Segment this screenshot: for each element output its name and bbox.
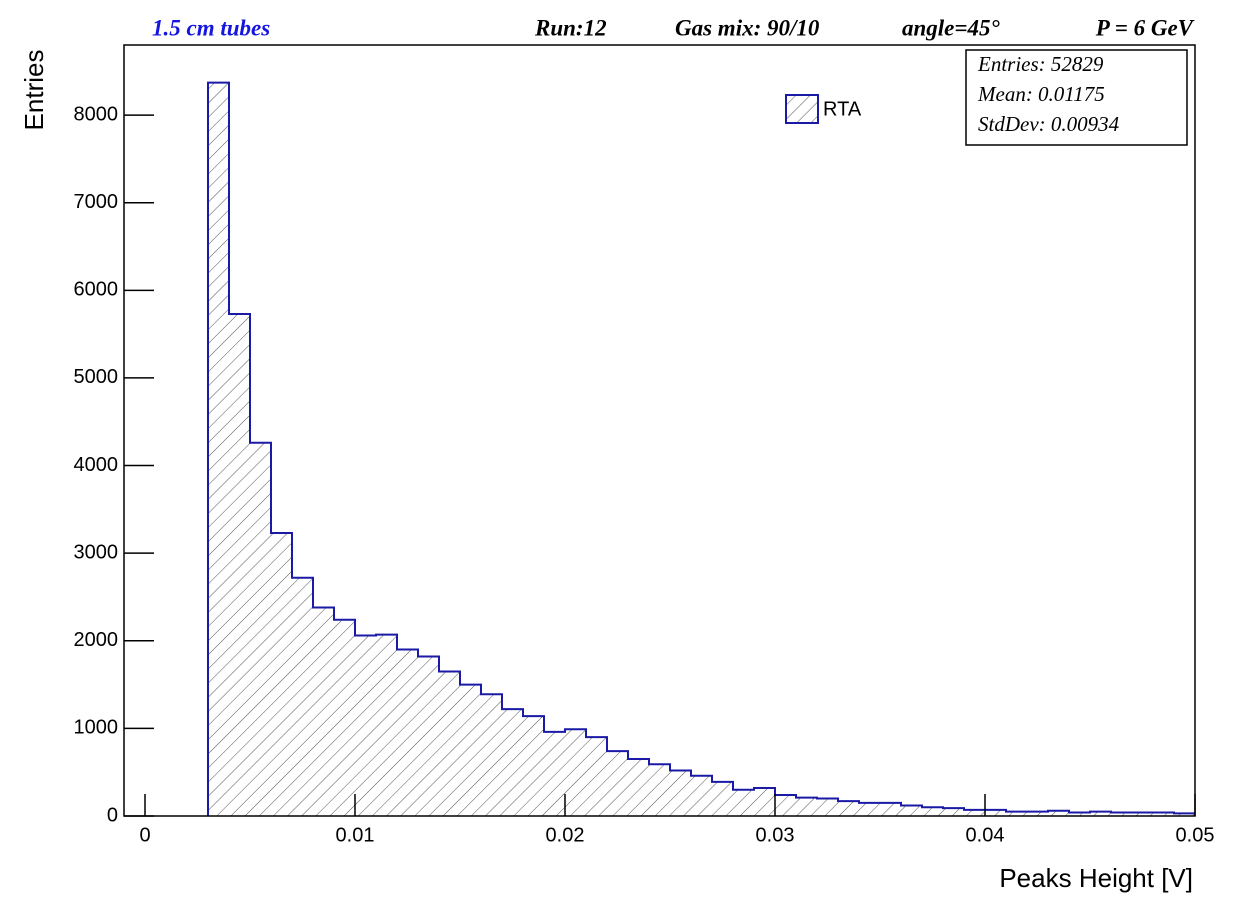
bar: [586, 737, 607, 816]
y-tick-label: 7000: [74, 191, 119, 213]
y-tick-label: 8000: [74, 103, 119, 125]
y-tick-label: 3000: [74, 541, 119, 563]
bar: [670, 770, 691, 816]
bar: [1153, 812, 1174, 816]
x-tick-label: 0.05: [1176, 824, 1215, 846]
bar: [922, 807, 943, 816]
bar: [355, 635, 376, 816]
bar: [649, 764, 670, 816]
x-tick-label: 0.03: [756, 824, 795, 846]
bar: [271, 533, 292, 816]
header-momentum: P = 6 GeV: [1095, 15, 1195, 40]
stats-line: StdDev: 0.00934: [978, 112, 1120, 136]
bar: [943, 808, 964, 816]
y-tick-label: 0: [107, 804, 118, 826]
bar: [817, 798, 838, 816]
header-gas: Gas mix: 90/10: [675, 15, 820, 40]
bar: [292, 577, 313, 816]
stats-line: Mean: 0.01175: [977, 82, 1105, 106]
bar: [460, 684, 481, 816]
x-tick-label: 0: [139, 824, 150, 846]
histogram-outline: [207, 81, 1195, 816]
bar: [880, 802, 901, 816]
stats-line: Entries: 52829: [977, 52, 1104, 76]
bar: [502, 709, 523, 816]
bar: [334, 619, 355, 816]
bar: [607, 751, 628, 816]
y-tick-label: 2000: [74, 629, 119, 651]
y-axis-label: Entries: [19, 50, 49, 131]
bar: [229, 313, 250, 816]
bar: [1006, 811, 1027, 816]
bar: [250, 442, 271, 816]
bar: [397, 649, 418, 816]
bar: [1132, 812, 1153, 816]
bar: [859, 802, 880, 816]
bar: [691, 775, 712, 816]
legend-label: RTA: [823, 98, 862, 120]
bar: [964, 809, 985, 816]
bar: [733, 789, 754, 816]
bar: [775, 794, 796, 816]
bar: [565, 729, 586, 816]
bar: [838, 801, 859, 816]
bar: [901, 805, 922, 816]
y-tick-label: 6000: [74, 279, 119, 301]
bar: [985, 809, 1006, 816]
bar: [376, 634, 397, 816]
header-run: Run:12: [534, 15, 607, 40]
bar: [1027, 811, 1048, 816]
bar: [754, 787, 775, 816]
bar: [439, 671, 460, 816]
x-axis-label: Peaks Height [V]: [999, 863, 1193, 893]
y-tick-label: 4000: [74, 454, 119, 476]
y-tick-label: 1000: [74, 717, 119, 739]
bar: [1090, 811, 1111, 816]
x-tick-label: 0.02: [546, 824, 585, 846]
bar: [796, 797, 817, 816]
bar: [1048, 810, 1069, 816]
frame: [123, 44, 1196, 817]
bar: [712, 781, 733, 816]
bar: [523, 716, 544, 816]
bar: [1111, 812, 1132, 816]
legend-swatch: [785, 94, 819, 124]
header-label: 1.5 cm tubes: [152, 15, 270, 40]
bar: [628, 759, 649, 816]
x-tick-label: 0.01: [336, 824, 375, 846]
stats-box: [965, 49, 1188, 146]
x-tick-label: 0.04: [966, 824, 1005, 846]
bar: [418, 656, 439, 816]
bar: [1069, 812, 1090, 816]
bar: [1174, 813, 1195, 816]
y-tick-label: 5000: [74, 366, 119, 388]
bar: [544, 731, 565, 816]
bar: [208, 82, 229, 816]
bar: [481, 694, 502, 816]
bar: [313, 607, 334, 816]
header-angle: angle=45°: [902, 15, 1000, 40]
